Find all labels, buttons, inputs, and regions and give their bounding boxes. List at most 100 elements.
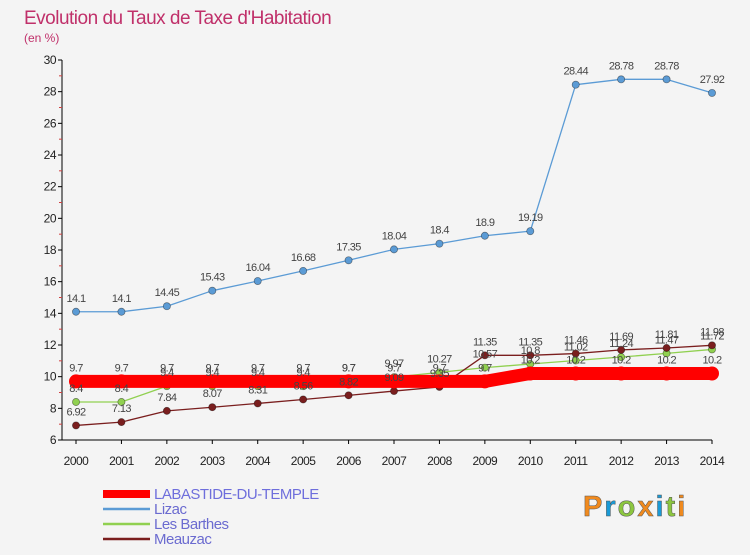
data-label-meauzac: 11.46: [564, 335, 588, 347]
data-point-les-barthes: [480, 363, 489, 372]
data-point-lizac: [72, 307, 80, 316]
data-point-labastide-du-temple: [296, 374, 311, 389]
data-label-lizac: 18.9: [475, 217, 494, 229]
data-point-les-barthes: [117, 398, 126, 406]
legend-label-lizac: Lizac: [154, 501, 188, 518]
x-tick-label: 2011: [564, 454, 589, 468]
data-point-meauzac: [390, 387, 398, 396]
x-tick-label: 2003: [200, 454, 226, 468]
series-meauzac: [72, 341, 716, 430]
data-label-les-barthes: 11.02: [564, 342, 588, 354]
data-point-labastide-du-temple: [387, 374, 401, 389]
y-tick-label: 12: [44, 338, 57, 352]
data-point-lizac: [480, 231, 489, 240]
x-tick-label: 2007: [382, 454, 408, 468]
data-point-labastide-du-temple: [432, 374, 447, 389]
data-point-lizac: [435, 239, 444, 248]
data-label-lizac: 14.1: [66, 293, 85, 305]
chart-title: Evolution du Taux de Taxe d'Habitation: [24, 8, 331, 29]
series-line-lizac: [75, 78, 713, 313]
data-label-labastide-du-temple: 9.7: [296, 362, 310, 374]
data-point-labastide-du-temple: [614, 366, 629, 381]
data-label-les-barthes: 9.4: [296, 367, 310, 379]
data-label-meauzac: 7.84: [157, 392, 176, 404]
data-point-lizac: [117, 307, 126, 316]
data-point-labastide-du-temple: [69, 374, 83, 389]
data-label-lizac: 18.4: [430, 225, 449, 237]
y-tick-label: 16: [44, 275, 57, 289]
data-label-les-barthes: 9.4: [251, 367, 265, 379]
data-label-les-barthes: 9.7: [342, 362, 356, 374]
data-label-meauzac: 11.81: [655, 329, 679, 341]
data-label-labastide-du-temple: 10.2: [612, 355, 631, 367]
data-label-labastide-du-temple: 10.2: [657, 355, 676, 367]
x-tick-label: 2008: [427, 454, 453, 468]
brand-text: Proxiti: [583, 491, 687, 523]
data-point-labastide-du-temple: [205, 374, 220, 389]
data-label-meauzac: 11.98: [700, 326, 724, 338]
data-point-labastide-du-temple: [477, 374, 492, 389]
data-label-les-barthes: 9.4: [206, 367, 220, 379]
data-label-meauzac: 8.31: [248, 384, 267, 396]
y-tick-label: 8: [50, 401, 57, 415]
x-tick-label: 2009: [473, 454, 499, 468]
data-point-lizac: [662, 75, 671, 84]
data-point-labastide-du-temple: [114, 374, 129, 389]
y-tick-label: 26: [44, 116, 57, 130]
data-label-lizac: 17.35: [336, 241, 361, 253]
data-point-meauzac: [617, 345, 626, 354]
x-tick-label: 2013: [654, 454, 680, 468]
proxiti-logo: Proxiti: [583, 491, 687, 524]
data-point-meauzac: [162, 406, 171, 415]
y-tick-label: 20: [44, 211, 57, 225]
data-label-les-barthes: 11.24: [609, 338, 633, 350]
data-point-labastide-du-temple: [705, 366, 719, 381]
chart-subtitle: (en %): [24, 31, 59, 45]
data-point-meauzac: [571, 349, 580, 358]
data-label-labastide-du-temple: 9.7: [342, 362, 356, 374]
data-label-lizac: 15.43: [200, 272, 225, 284]
data-point-meauzac: [299, 395, 308, 404]
y-tick-label: 6: [50, 433, 57, 447]
brand-letter: r: [604, 491, 617, 523]
legend-label-meauzac: Meauzac: [154, 531, 212, 548]
data-point-lizac: [571, 80, 580, 89]
data-point-lizac: [617, 75, 626, 84]
x-tick-label: 2006: [336, 454, 362, 468]
data-label-les-barthes: 11.72: [700, 330, 724, 342]
series-labastide-du-temple: [69, 366, 719, 389]
data-label-lizac: 28.78: [609, 60, 634, 72]
data-label-lizac: 27.92: [700, 74, 725, 86]
data-label-meauzac: 9.35: [430, 368, 449, 380]
data-point-labastide-du-temple: [523, 366, 538, 381]
data-label-les-barthes: 8.4: [115, 383, 129, 395]
data-point-meauzac: [526, 351, 535, 360]
data-point-lizac: [344, 256, 353, 265]
data-point-lizac: [708, 88, 716, 97]
data-label-les-barthes: 8.4: [69, 383, 83, 395]
data-point-lizac: [253, 277, 262, 285]
series-layer: [69, 75, 719, 430]
data-point-lizac: [390, 245, 398, 254]
data-label-les-barthes: 10.27: [427, 353, 452, 365]
data-point-meauzac: [344, 391, 353, 400]
data-label-lizac: 28.78: [654, 60, 679, 72]
brand-letter: o: [618, 491, 638, 523]
axes: 6 8 10 12 14 16 18 20 22 24 26 28 30 2000 2001 2002 2003…: [44, 53, 726, 468]
data-label-les-barthes: 9.4: [160, 367, 174, 379]
data-label-lizac: 28.44: [563, 66, 588, 78]
legend-label-les-barthes: Les Barthes: [154, 516, 229, 533]
x-tick-label: 2005: [291, 454, 317, 468]
data-label-lizac: 18.04: [382, 230, 407, 242]
data-label-les-barthes: 10.57: [473, 349, 498, 361]
brand-letter: i: [677, 491, 687, 523]
data-label-lizac: 14.1: [112, 293, 131, 305]
data-point-labastide-du-temple: [159, 374, 174, 389]
data-point-lizac: [526, 227, 535, 236]
data-label-labastide-du-temple: 9.7: [478, 362, 492, 374]
y-tick-label: 24: [44, 148, 57, 162]
y-tick-label: 28: [44, 85, 57, 99]
data-label-les-barthes: 10.8: [521, 345, 540, 357]
data-labels-layer: 14.1 14.1 14.45 15.43 16.04 16.68 17.35 18.04 18…: [66, 60, 725, 418]
y-tick-label: 30: [44, 53, 57, 67]
